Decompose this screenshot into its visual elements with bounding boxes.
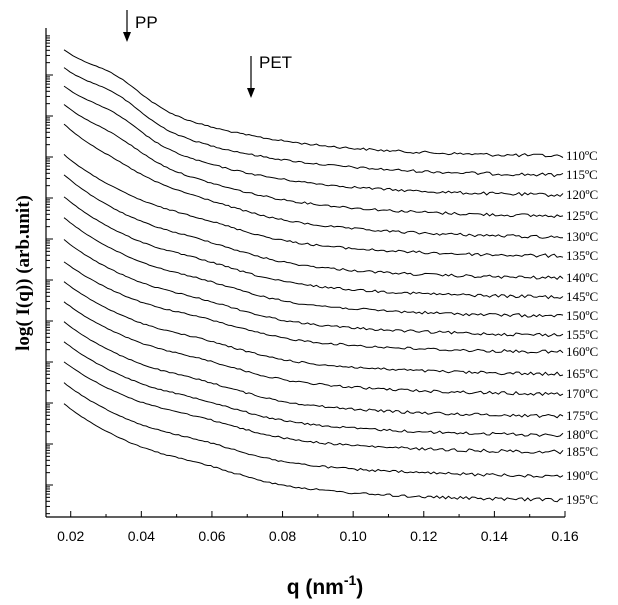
series-label: 175ºC xyxy=(566,408,598,423)
series-line-135ºC xyxy=(63,154,564,258)
series-label: 150ºC xyxy=(566,308,598,323)
axes: 0.02 0.04 0.06 0.08 0.10 0.12 0.14 0.16 xyxy=(45,28,579,544)
series-label: 120ºC xyxy=(566,187,598,202)
series-label: 110ºC xyxy=(566,148,598,163)
series-labels: 110ºC 115ºC 120ºC 125ºC 130ºC 135ºC 140ºC 145ºC… xyxy=(566,148,598,507)
series-label: 190ºC xyxy=(566,468,598,483)
annotation-pp: PP xyxy=(123,10,158,42)
x-tick-label: 0.16 xyxy=(551,528,578,544)
series-label: 170ºC xyxy=(566,386,598,401)
series-label: 130ºC xyxy=(566,229,598,244)
x-tick-label: 0.12 xyxy=(410,528,437,544)
series-label: 135ºC xyxy=(566,248,598,263)
series-line-145ºC xyxy=(63,196,564,300)
x-axis-title-main: q (nm xyxy=(287,576,344,599)
x-axis-title: q (nm-1) xyxy=(287,572,364,599)
series-line-115ºC xyxy=(63,67,564,178)
x-tick-label: 0.08 xyxy=(269,528,296,544)
annotation-pet: PET xyxy=(247,53,292,98)
series-label: 140ºC xyxy=(566,270,598,285)
series-line-195ºC xyxy=(63,403,564,503)
x-tick-label: 0.14 xyxy=(481,528,508,544)
annotations: PP PET xyxy=(123,10,292,98)
series-label: 125ºC xyxy=(566,208,598,223)
series-label: 155ºC xyxy=(566,327,598,342)
series-line-165ºC xyxy=(63,281,564,377)
series-line-170ºC xyxy=(63,301,564,397)
series-label: 160ºC xyxy=(566,344,598,359)
x-tick-label: 0.06 xyxy=(198,528,225,544)
series-label: 180ºC xyxy=(566,427,598,442)
x-axis-title-sup: -1 xyxy=(344,572,357,588)
series-label: 185ºC xyxy=(566,444,598,459)
series-line-110ºC xyxy=(63,49,564,158)
y-axis-ticks xyxy=(46,35,53,515)
series-line-175ºC xyxy=(63,321,564,419)
x-axis-ticks: 0.02 0.04 0.06 0.08 0.10 0.12 0.14 0.16 xyxy=(57,511,579,544)
series-line-125ºC xyxy=(63,104,564,218)
series-label: 195ºC xyxy=(566,492,598,507)
x-tick-label: 0.04 xyxy=(128,528,155,544)
x-tick-label: 0.10 xyxy=(340,528,367,544)
series-line-155ºC xyxy=(63,239,564,338)
series-line-150ºC xyxy=(63,217,564,318)
series-line-180ºC xyxy=(63,341,564,438)
x-tick-label: 0.02 xyxy=(57,528,84,544)
series-line-185ºC xyxy=(63,361,564,455)
annotation-pet-label: PET xyxy=(259,53,292,72)
series-label: 165ºC xyxy=(566,366,598,381)
y-axis-title: log( I(q)) (arb.unit) xyxy=(13,195,34,351)
series-line-140ºC xyxy=(63,174,564,280)
series-line-160ºC xyxy=(63,261,564,354)
x-axis-title-close: ) xyxy=(356,576,363,599)
series-line-120ºC xyxy=(63,85,564,198)
annotation-pp-label: PP xyxy=(135,13,158,32)
series-label: 115ºC xyxy=(566,167,598,182)
series-label: 145ºC xyxy=(566,289,598,304)
series-line-130ºC xyxy=(63,123,564,239)
series-line-190ºC xyxy=(63,382,564,478)
series-lines xyxy=(63,49,564,503)
